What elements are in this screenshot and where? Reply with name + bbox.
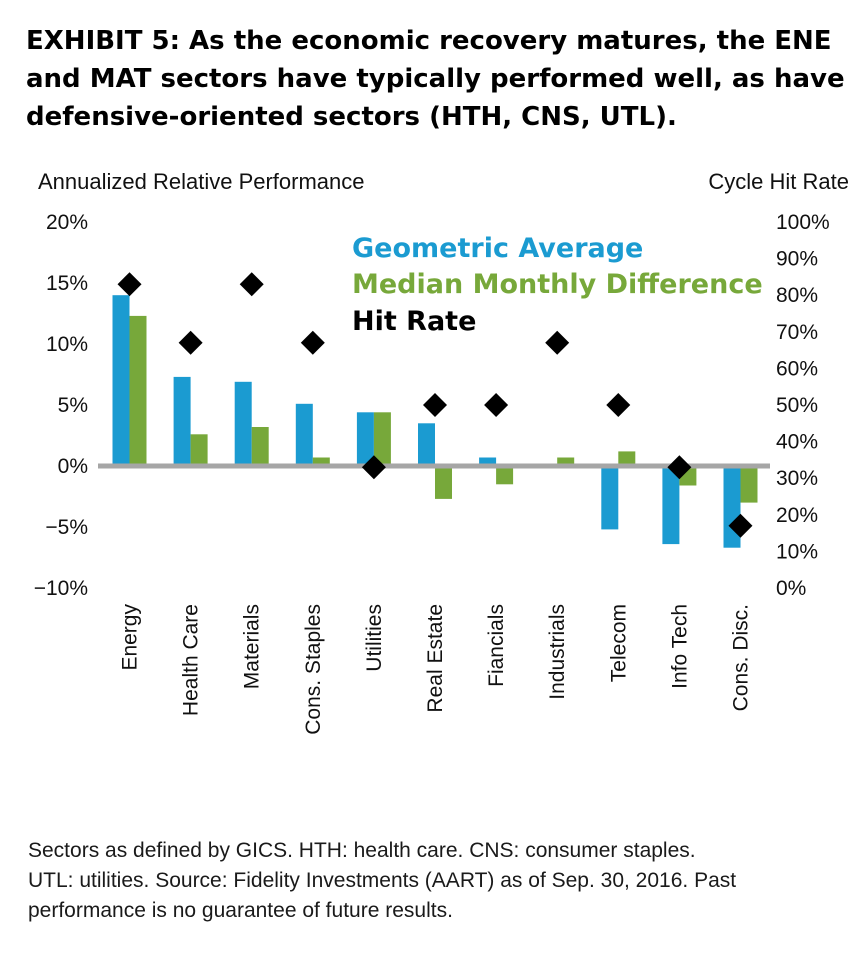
category-label-cons-staples: Cons. Staples: [302, 604, 325, 735]
bar-median-monthly-difference-fiancials: [496, 466, 514, 485]
bar-median-monthly-difference-energy: [129, 315, 147, 466]
y2-tick-label: 60%: [776, 357, 818, 380]
bar-median-monthly-difference-real-estate: [435, 466, 452, 499]
bar-geometric-average-cons-staples: [295, 403, 313, 466]
bar-geometric-average-materials: [234, 381, 252, 466]
category-label-real-estate: Real Estate: [424, 604, 447, 713]
category-label-cons-disc: Cons. Disc.: [729, 604, 752, 711]
title-line-3: defensive-oriented sectors (HTH, CNS, UT…: [26, 102, 677, 132]
bar-geometric-average-real-estate: [418, 423, 435, 466]
hit-rate-marker-energy: [117, 272, 142, 297]
bar-geometric-average-telecom: [601, 466, 619, 530]
y2-tick-label: 50%: [776, 394, 818, 417]
y2-tick-label: 30%: [776, 467, 818, 490]
footnote-line-1: Sectors as defined by GICS. HTH: health …: [28, 839, 696, 862]
category-label-energy: Energy: [119, 604, 142, 671]
chart-title: EXHIBIT 5: As the economic recovery matu…: [26, 22, 846, 136]
legend-median-monthly-difference: Median Monthly Difference: [352, 269, 763, 300]
hit-rate-marker-cons-staples: [300, 330, 325, 355]
footnote: Sectors as defined by GICS. HTH: health …: [28, 836, 848, 926]
y2-tick-label: 0%: [776, 577, 806, 600]
bar-geometric-average-fiancials: [479, 457, 497, 466]
y-tick-label: 15%: [46, 272, 88, 295]
bar-median-monthly-difference-utilities: [373, 412, 391, 466]
bar-median-monthly-difference-industrials: [557, 457, 575, 466]
bar-median-monthly-difference-telecom: [618, 451, 636, 466]
y-axis-ticks: 20% 15% 10% 5% 0% −5% −10%: [34, 211, 88, 600]
bar-geometric-average-utilities: [356, 412, 374, 466]
y-tick-label: 10%: [46, 333, 88, 356]
category-labels: Energy Health Care Materials Cons. Staples U…: [119, 604, 753, 735]
bar-geometric-average-energy: [112, 295, 130, 466]
y-tick-label: 5%: [58, 394, 88, 417]
y2-axis-title: Cycle Hit Rate: [708, 169, 849, 194]
hit-rate-marker-materials: [239, 272, 264, 297]
title-line-2: and MAT sectors have typically performed…: [26, 64, 845, 94]
category-label-health-care: Health Care: [180, 604, 203, 716]
bar-median-monthly-difference-materials: [251, 427, 269, 466]
legend-geometric-average: Geometric Average: [352, 233, 643, 264]
bar-geometric-average-cons-disc: [723, 466, 741, 548]
hit-rate-marker-fiancials: [484, 393, 509, 417]
footnote-line-2: UTL: utilities. Source: Fidelity Investm…: [28, 869, 737, 892]
category-label-fiancials: Fiancials: [485, 604, 508, 687]
hit-rate-marker-health-care: [178, 330, 203, 355]
hit-rate-marker-cons-disc: [728, 513, 753, 538]
zero-line: [98, 463, 770, 469]
y2-tick-label: 40%: [776, 431, 818, 454]
bar-geometric-average-info-tech: [662, 466, 680, 545]
bar-chart: Annualized Relative Performance Cycle Hi…: [34, 169, 849, 735]
bar-median-monthly-difference-health-care: [190, 434, 208, 466]
bar-median-monthly-difference-cons-staples: [312, 457, 330, 466]
y-tick-label: −10%: [34, 577, 88, 600]
category-label-info-tech: Info Tech: [668, 604, 691, 689]
y2-tick-label: 20%: [776, 504, 818, 527]
category-label-materials: Materials: [241, 604, 264, 689]
hit-rate-markers: [117, 272, 753, 538]
hit-rate-marker-real-estate: [423, 393, 447, 417]
y-tick-label: 0%: [58, 455, 88, 478]
y2-tick-label: 90%: [776, 248, 818, 271]
bars-layer: [112, 295, 758, 548]
y2-axis-ticks: 100% 90% 80% 70% 60% 50% 40% 30% 20% 10% 0%: [776, 211, 830, 600]
hit-rate-marker-info-tech: [667, 455, 692, 480]
hit-rate-marker-industrials: [545, 330, 570, 355]
title-line-1: EXHIBIT 5: As the economic recovery matu…: [26, 26, 832, 56]
legend-hit-rate: Hit Rate: [352, 306, 476, 337]
hit-rate-marker-telecom: [606, 393, 631, 417]
category-label-industrials: Industrials: [546, 604, 569, 700]
y-tick-label: 20%: [46, 211, 88, 234]
footnote-line-3: performance is no guarantee of future re…: [28, 899, 453, 922]
y-axis-title: Annualized Relative Performance: [38, 169, 365, 194]
bar-median-monthly-difference-cons-disc: [740, 466, 758, 503]
y2-tick-label: 10%: [776, 540, 818, 563]
category-label-telecom: Telecom: [607, 604, 630, 682]
y2-tick-label: 70%: [776, 321, 818, 344]
y-tick-label: −5%: [45, 516, 88, 539]
zero-line-layer: [98, 463, 770, 469]
hit-rate-marker-utilities: [361, 455, 386, 480]
category-label-utilities: Utilities: [363, 604, 386, 672]
bar-geometric-average-health-care: [173, 376, 191, 466]
y2-tick-label: 80%: [776, 284, 818, 307]
y2-tick-label: 100%: [776, 211, 830, 234]
